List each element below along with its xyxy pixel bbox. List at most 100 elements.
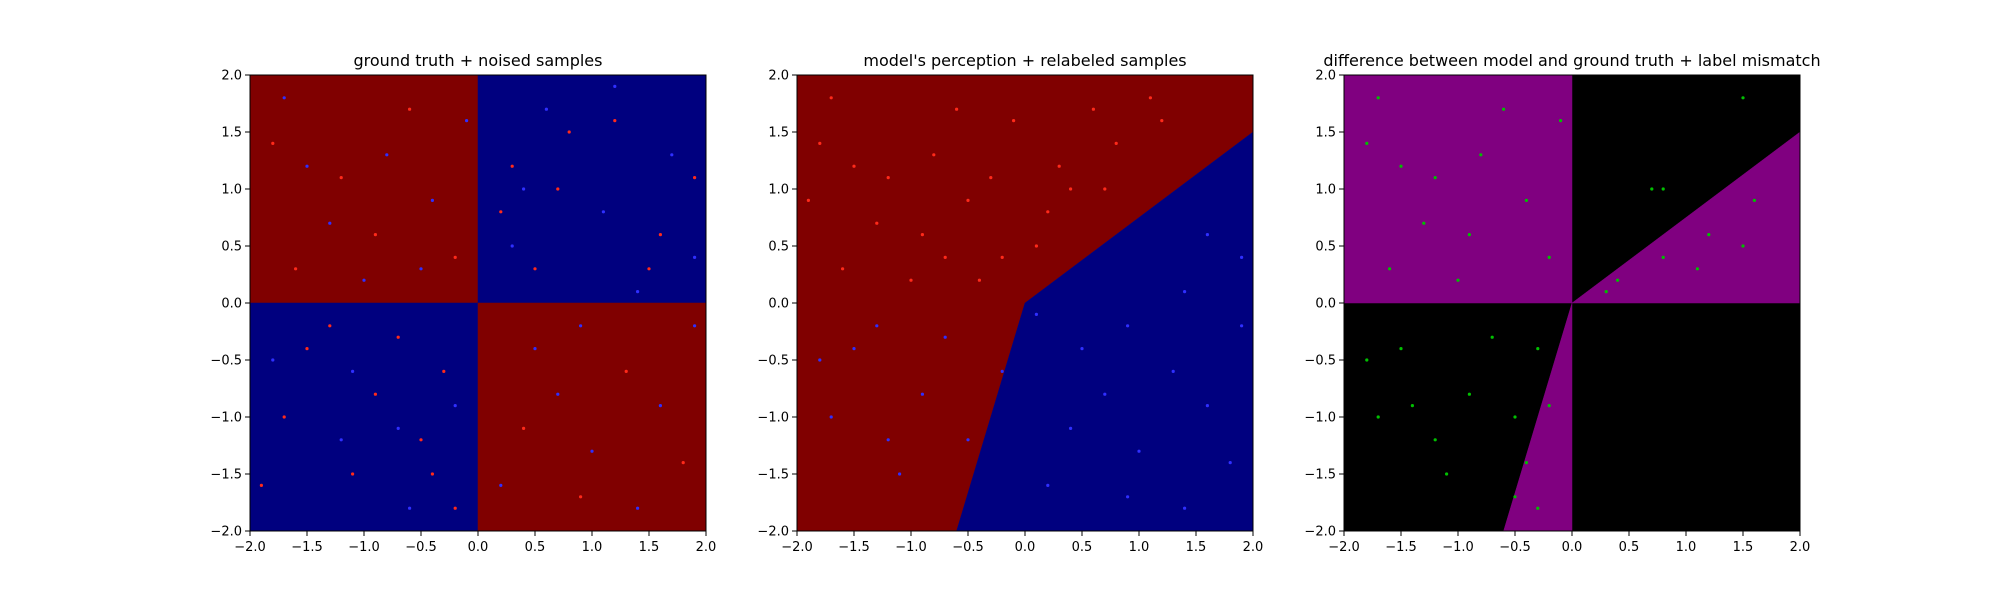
subplot-1-series-0-point-25 <box>430 472 434 476</box>
subplot-3-series-0-point-16 <box>1752 198 1756 202</box>
subplot-2-series-1-point-12 <box>1228 461 1232 465</box>
subplot-1-title: ground truth + noised samples <box>354 51 603 70</box>
subplot-2-series-1-point-5 <box>943 335 947 339</box>
subplot-2-series-0-point-12 <box>932 153 936 157</box>
subplot-1-regions <box>250 75 706 531</box>
subplot-1-x-tick-label-3: −0.5 <box>405 540 437 555</box>
subplot-2-series-0-point-18 <box>1069 187 1073 191</box>
subplot-2-series-0-point-2 <box>955 107 959 111</box>
subplot-3-series-0-point-8 <box>1524 198 1528 202</box>
subplot-2-series-1-point-17 <box>1046 483 1050 487</box>
subplot-3-series-0-point-21 <box>1741 96 1745 100</box>
subplot-2-series-1-point-8 <box>886 438 890 442</box>
subplot-2-x-tick-label-2: −1.0 <box>895 540 927 555</box>
subplot-1-series-0-point-24 <box>328 324 332 328</box>
subplot-3-series-0-point-29 <box>1513 415 1517 419</box>
subplot-1-y-tick-label-6: 1.0 <box>221 183 242 198</box>
subplot-1-series-0-point-11 <box>693 176 697 180</box>
subplot-1-x-axis: −2.0 −1.5 −1.0 −0.5 0.0 0.5 1.0 1.5 2.0 <box>234 531 716 555</box>
subplot-3-series-0-point-36 <box>1410 404 1414 408</box>
subplot-3-x-tick-label-8: 2.0 <box>1790 540 1811 555</box>
subplot-3-series-0-point-18 <box>1741 244 1745 248</box>
subplot-3-series-0-point-0 <box>1365 141 1369 145</box>
subplot-2-x-tick-label-5: 0.5 <box>1072 540 1093 555</box>
subplot-2-y-tick-label-5: 0.5 <box>768 240 789 255</box>
subplot-1-series-1-point-17 <box>590 449 594 453</box>
subplot-1-series-0-point-26 <box>499 210 503 214</box>
subplot-2-x-tick-label-1: −1.5 <box>838 540 870 555</box>
subplot-1-series-0-point-9 <box>658 233 663 237</box>
subplot-1-series-0-point-22 <box>681 461 685 465</box>
subplot-2-series-0-point-15 <box>1012 119 1016 123</box>
subplot-1-series-1-point-4 <box>362 278 366 282</box>
subplot-3-series-0-point-15 <box>1707 233 1711 237</box>
subplot-1-series-1-point-8 <box>670 153 674 157</box>
subplot-2-series-0-point-10 <box>1046 210 1050 214</box>
subplot-2-series-1-point-15 <box>1137 449 1141 453</box>
subplot-1-y-tick-label-1: −1.5 <box>210 468 242 483</box>
subplot-2-series-0-point-20 <box>829 96 833 100</box>
subplot-2-series-1-point-22 <box>1205 233 1209 237</box>
subplot-1-series-1-point-25 <box>522 187 526 191</box>
subplot-3-series-0-point-27 <box>1490 335 1494 339</box>
subplot-1-series-1-point-26 <box>351 369 355 373</box>
subplot-3-x-tick-label-3: −0.5 <box>1499 540 1531 555</box>
subplot-2-region-1 <box>956 131 1253 531</box>
subplot-1-x-tick-label-6: 1.0 <box>582 540 603 555</box>
subplot-3-series-0-point-25 <box>1445 472 1449 476</box>
subplot-3-series-0-point-23 <box>1399 347 1403 351</box>
subplot-1-series-0-point-0 <box>271 141 275 145</box>
subplot-1-series-0-point-23 <box>579 495 583 499</box>
subplot-2-y-tick-label-7: 1.5 <box>768 126 789 141</box>
subplot-2-series-1-point-25 <box>1034 312 1038 316</box>
subplot-1-series-0-point-13 <box>373 392 377 396</box>
subplot-3-series-0-point-13 <box>1616 278 1620 282</box>
subplot-2-x-tick-label-6: 1.0 <box>1129 540 1150 555</box>
subplot-3-x-tick-label-7: 1.5 <box>1733 540 1754 555</box>
subplot-1-series-0-point-7 <box>556 187 560 191</box>
subplot-2-series-1-point-10 <box>1069 426 1073 430</box>
subplot-3-series-0-point-19 <box>1604 290 1608 294</box>
subplot-3-series-0-point-10 <box>1559 119 1563 123</box>
subplot-1-points <box>259 84 697 510</box>
subplot-3-series-0-point-30 <box>1365 358 1369 362</box>
subplot-2-series-1-point-0 <box>852 347 856 351</box>
subplot-1-series-0-point-1 <box>339 176 343 180</box>
subplot-3-y-tick-label-6: 1.0 <box>1315 183 1336 198</box>
subplot-3-series-0-point-20 <box>1661 187 1665 191</box>
subplot-1-series-1-point-14 <box>408 506 412 510</box>
subplot-3-series-0-point-14 <box>1661 255 1665 259</box>
subplot-3-series-0-point-1 <box>1433 176 1437 180</box>
subplot-1-series-1-point-10 <box>636 290 640 294</box>
subplot-1-y-tick-label-8: 2.0 <box>221 69 242 84</box>
subplot-1-region-3 <box>477 302 706 531</box>
subplot-3-x-tick-label-0: −2.0 <box>1328 540 1360 555</box>
subplot-1-series-0-point-27 <box>567 130 571 134</box>
subplot-2-series-0-point-23 <box>943 255 947 259</box>
subplot-2-y-tick-label-6: 1.0 <box>768 183 789 198</box>
subplot-2-series-0-point-24 <box>1114 141 1118 145</box>
subplot-1-x-tick-label-4: 0.0 <box>468 540 489 555</box>
subplot-2-series-0-point-8 <box>1160 119 1164 123</box>
subplot-2-points <box>806 96 1244 510</box>
subplot-2-series-1-point-18 <box>1240 324 1244 328</box>
subplot-2-series-1-point-4 <box>829 415 833 419</box>
subplot-2-series-1-point-1 <box>920 392 925 396</box>
subplot-1-x-tick-label-8: 2.0 <box>696 540 717 555</box>
subplot-1-series-0-point-12 <box>305 347 309 351</box>
subplot-3-series-0-point-32 <box>1524 461 1528 465</box>
subplot-3-y-tick-label-5: 0.5 <box>1315 240 1336 255</box>
subplot-1-series-1-point-5 <box>465 119 469 123</box>
subplot-3-series-0-point-7 <box>1479 153 1483 157</box>
subplot-3-x-tick-label-1: −1.5 <box>1385 540 1417 555</box>
subplot-2-y-tick-label-0: −2.0 <box>757 525 789 540</box>
subplot-3-series-0-point-24 <box>1467 392 1471 396</box>
subplot-2-series-1-point-19 <box>1103 392 1107 396</box>
subplot-3-series-0-point-5 <box>1467 233 1471 237</box>
subplot-2-series-0-point-17 <box>852 164 856 168</box>
subplot-1-x-tick-label-7: 1.5 <box>639 540 660 555</box>
subplot-3-series-0-point-22 <box>1650 187 1654 191</box>
subplot-1-series-1-point-16 <box>533 347 537 351</box>
subplot-3-region-2 <box>1571 131 1800 304</box>
